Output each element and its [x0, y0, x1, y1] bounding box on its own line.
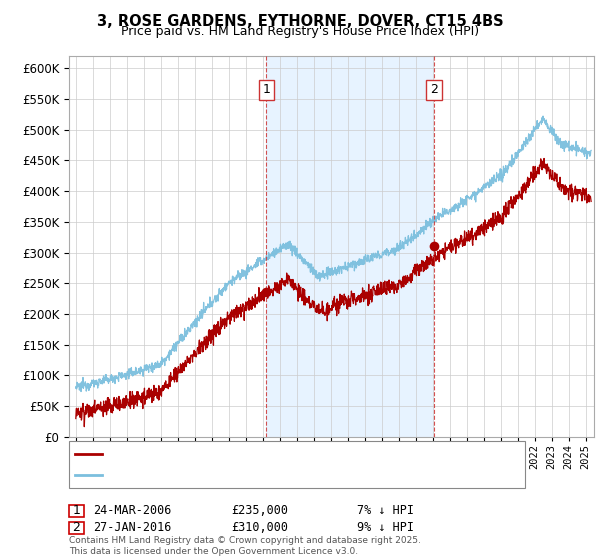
Bar [266, 56, 434, 437]
Text: 9% ↓ HPI: 9% ↓ HPI [357, 521, 414, 534]
Text: 2: 2 [430, 83, 438, 96]
Text: 24-MAR-2006: 24-MAR-2006 [93, 504, 172, 517]
Text: HPI: Average price, detached house, Dover: HPI: Average price, detached house, Dove… [108, 470, 348, 480]
Text: Price paid vs. HM Land Registry's House Price Index (HPI): Price paid vs. HM Land Registry's House … [121, 25, 479, 38]
Text: £310,000: £310,000 [231, 521, 288, 534]
Text: 1: 1 [262, 83, 271, 96]
Text: 3, ROSE GARDENS, EYTHORNE, DOVER, CT15 4BS: 3, ROSE GARDENS, EYTHORNE, DOVER, CT15 4… [97, 14, 503, 29]
Text: Contains HM Land Registry data © Crown copyright and database right 2025.
This d: Contains HM Land Registry data © Crown c… [69, 536, 421, 556]
Text: £235,000: £235,000 [231, 504, 288, 517]
Text: 27-JAN-2016: 27-JAN-2016 [93, 521, 172, 534]
Text: 2: 2 [73, 521, 80, 534]
Text: 3, ROSE GARDENS, EYTHORNE, DOVER, CT15 4BS (detached house): 3, ROSE GARDENS, EYTHORNE, DOVER, CT15 4… [108, 449, 488, 459]
Text: 7% ↓ HPI: 7% ↓ HPI [357, 504, 414, 517]
Text: 1: 1 [73, 504, 80, 517]
